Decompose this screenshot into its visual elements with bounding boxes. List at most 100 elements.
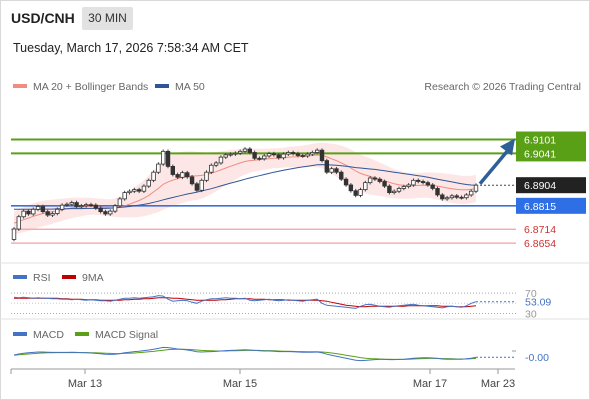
candle-body: [459, 196, 464, 199]
candle-body: [127, 190, 132, 194]
candle-body: [420, 181, 426, 184]
candle-body: [213, 162, 219, 166]
x-tick-label: Mar 15: [223, 378, 257, 390]
candle-body: [74, 202, 79, 207]
candle-body: [31, 208, 36, 215]
bollinger-bands: [14, 142, 476, 235]
candle-body: [165, 150, 171, 167]
candle-body: [339, 171, 344, 180]
candle-body: [353, 190, 358, 196]
candle-body: [454, 195, 459, 198]
timeframe-button[interactable]: 30 MIN: [82, 7, 133, 30]
current-price-label: 6.8904: [524, 180, 556, 192]
candle-body: [170, 166, 176, 175]
candle-body: [88, 204, 94, 207]
candle-body: [98, 207, 103, 213]
x-tick-label: Mar 17: [413, 378, 447, 390]
candle-body: [464, 194, 469, 199]
candle-body: [45, 211, 50, 216]
candle-body: [233, 152, 238, 155]
candle-body: [430, 184, 435, 189]
candle-body: [367, 177, 373, 184]
resistance-tag-label: 6.9101: [524, 135, 556, 147]
candle-body: [286, 152, 291, 155]
candle-body: [348, 184, 354, 192]
candle-body: [160, 150, 166, 165]
candle-body: [103, 211, 108, 215]
candle-body: [435, 188, 440, 196]
symbol-title: USD/CNH: [11, 10, 75, 26]
candle-body: [387, 185, 392, 194]
candle-body: [209, 164, 214, 173]
ma50-legend-swatch: [155, 84, 169, 88]
candle-body: [440, 194, 445, 200]
candle-body: [329, 168, 334, 173]
candle-body: [93, 204, 99, 209]
rsi-value-label: 53.09: [525, 297, 551, 309]
candle-body: [218, 156, 224, 164]
candle-body: [69, 202, 74, 205]
candle-body: [132, 189, 137, 192]
candle-body: [363, 182, 368, 190]
candle-body: [281, 153, 286, 159]
candle-body: [228, 153, 233, 156]
candle-body: [112, 205, 118, 212]
candle-body: [141, 185, 147, 192]
ma20-legend-swatch: [13, 84, 27, 88]
candle-body: [55, 208, 60, 214]
candle-body: [189, 176, 195, 185]
candle-body: [473, 184, 479, 192]
ma20-legend-label: MA 20 + Bollinger Bands: [33, 81, 148, 93]
macd-value-label: -0.00: [525, 352, 549, 364]
candle-body: [26, 210, 31, 215]
candle-body: [343, 178, 349, 186]
macd-signal-legend-swatch: [75, 332, 89, 336]
candle-body: [136, 189, 142, 192]
support-label: 6.8714: [524, 224, 556, 236]
candle-body: [425, 182, 431, 186]
candlesticks: [11, 147, 479, 242]
projection-arrow-head: [500, 138, 515, 156]
candle-body: [252, 152, 257, 159]
candle-body: [180, 172, 185, 178]
credit-label: Research © 2026 Trading Central: [424, 81, 581, 93]
candle-body: [204, 171, 209, 181]
candle-body: [151, 171, 156, 181]
candle-body: [175, 174, 180, 178]
projection-arrow-shaft: [478, 150, 509, 185]
ma50-legend-label: MA 50: [175, 81, 205, 93]
candle-body: [194, 183, 200, 191]
candle-body: [40, 206, 46, 213]
pivot-tag: [516, 197, 586, 214]
candle-body: [444, 197, 450, 200]
candle-body: [449, 195, 455, 199]
candle-body: [185, 172, 190, 178]
candle-body: [295, 153, 301, 156]
candle-body: [122, 192, 127, 200]
resistance-tag: [516, 145, 586, 162]
candle-body: [50, 213, 55, 216]
candle-body: [11, 228, 17, 240]
candle-body: [237, 150, 243, 154]
candle-body: [16, 216, 22, 230]
candle-body: [262, 155, 267, 160]
x-tick-label: Mar 13: [68, 378, 102, 390]
candle-body: [324, 160, 330, 173]
candle-body: [377, 178, 382, 182]
candle-body: [358, 189, 363, 196]
candle-body: [271, 153, 277, 156]
candle-body: [59, 204, 65, 210]
macd-signal-line: [13, 348, 477, 360]
candle-body: [290, 152, 296, 155]
rsi-ma-legend-label: 9MA: [82, 272, 104, 284]
candle-body: [468, 190, 474, 196]
candle-body: [314, 149, 320, 153]
projection-arrow: [478, 138, 515, 185]
candle-body: [146, 179, 151, 187]
rsi-ma-legend-swatch: [62, 275, 76, 279]
candle-body: [319, 149, 325, 162]
pivot-tag-label: 6.8815: [524, 201, 556, 213]
